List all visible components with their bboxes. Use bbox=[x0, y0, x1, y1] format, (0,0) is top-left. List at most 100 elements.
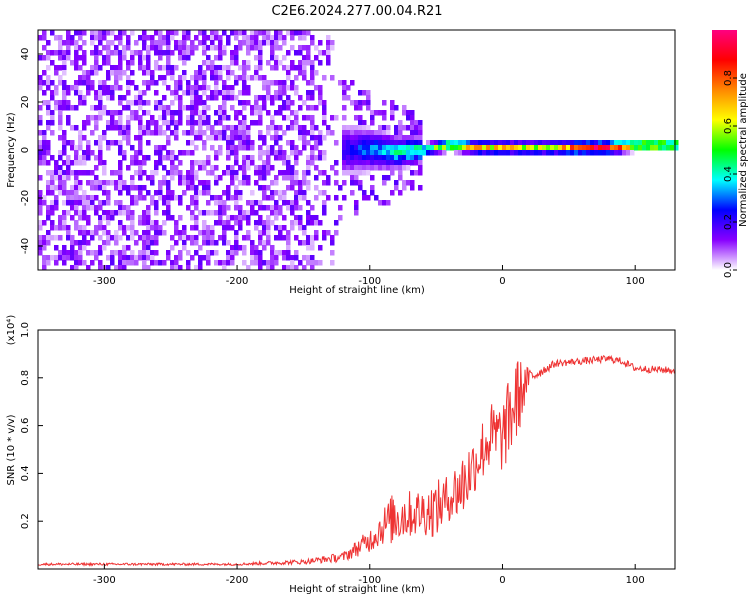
heatmap-cell bbox=[242, 155, 247, 161]
heatmap-cell bbox=[178, 55, 183, 61]
heatmap-cell bbox=[294, 115, 299, 121]
heatmap-cell bbox=[630, 145, 635, 151]
heatmap-cell bbox=[82, 70, 87, 76]
heatmap-cell bbox=[626, 140, 631, 146]
heatmap-cell bbox=[330, 250, 335, 256]
heatmap-cell bbox=[210, 145, 215, 151]
heatmap-cell bbox=[114, 80, 119, 86]
heatmap-cell bbox=[346, 130, 351, 136]
heatmap-cell bbox=[254, 180, 259, 186]
heatmap-cell bbox=[130, 55, 135, 61]
heatmap-cell bbox=[186, 185, 191, 191]
heatmap-cell bbox=[298, 220, 303, 226]
heatmap-cell bbox=[390, 170, 395, 176]
heatmap-cell bbox=[294, 75, 299, 81]
heatmap-cell bbox=[94, 255, 99, 261]
heatmap-cell bbox=[98, 35, 103, 41]
heatmap-cell bbox=[62, 105, 67, 111]
heatmap-cell bbox=[310, 235, 315, 241]
heatmap-cell bbox=[46, 205, 51, 211]
heatmap-cell bbox=[278, 30, 283, 36]
heatmap-cell bbox=[114, 45, 119, 51]
heatmap-cell bbox=[202, 40, 207, 46]
heatmap-cell bbox=[174, 125, 179, 131]
heatmap-cell bbox=[174, 30, 179, 36]
heatmap-cell bbox=[190, 195, 195, 201]
heatmap-cell bbox=[230, 125, 235, 131]
colorbar-tick-label: 0.4 bbox=[723, 166, 734, 182]
heatmap-cell bbox=[106, 210, 111, 216]
heatmap-cell bbox=[250, 260, 255, 266]
heatmap-cell bbox=[78, 30, 83, 36]
heatmap-cell bbox=[94, 175, 99, 181]
heatmap-cell bbox=[170, 215, 175, 221]
heatmap-cell bbox=[118, 225, 123, 231]
heatmap-cell bbox=[74, 210, 79, 216]
heatmap-cell bbox=[54, 245, 59, 251]
heatmap-cell bbox=[158, 260, 163, 266]
heatmap-cell bbox=[86, 200, 91, 206]
heatmap-cell bbox=[142, 70, 147, 76]
heatmap-cell bbox=[262, 185, 267, 191]
heatmap-cell bbox=[474, 140, 479, 146]
heatmap-cell bbox=[214, 150, 219, 156]
heatmap-cell bbox=[234, 125, 239, 131]
heatmap-cell bbox=[330, 75, 335, 81]
heatmap-cell bbox=[370, 150, 375, 156]
heatmap-cell bbox=[298, 125, 303, 131]
heatmap-cell bbox=[298, 105, 303, 111]
heatmap-cell bbox=[406, 110, 411, 116]
y-tick-label: 40 bbox=[20, 48, 31, 61]
heatmap-cell bbox=[42, 130, 47, 136]
heatmap-cell bbox=[278, 205, 283, 211]
heatmap-cell bbox=[194, 220, 199, 226]
heatmap-cell bbox=[470, 150, 475, 156]
heatmap-cell bbox=[370, 130, 375, 136]
heatmap-cell bbox=[214, 250, 219, 256]
heatmap-cell bbox=[290, 140, 295, 146]
heatmap-cell bbox=[246, 145, 251, 151]
heatmap-cell bbox=[266, 130, 271, 136]
heatmap-cell bbox=[226, 190, 231, 196]
heatmap-cell bbox=[322, 190, 327, 196]
heatmap-cell bbox=[146, 190, 151, 196]
heatmap-cell bbox=[50, 120, 55, 126]
heatmap-cell bbox=[42, 70, 47, 76]
heatmap-cell bbox=[206, 170, 211, 176]
heatmap-cell bbox=[194, 185, 199, 191]
heatmap-cell bbox=[510, 140, 515, 146]
heatmap-cell bbox=[178, 120, 183, 126]
heatmap-cell bbox=[130, 220, 135, 226]
heatmap-cell bbox=[306, 235, 311, 241]
heatmap-cell bbox=[202, 185, 207, 191]
heatmap-cell bbox=[182, 60, 187, 66]
x-tick-label: 100 bbox=[626, 276, 645, 287]
heatmap-cell bbox=[390, 115, 395, 121]
heatmap-cell bbox=[106, 140, 111, 146]
heatmap-cell bbox=[214, 110, 219, 116]
heatmap-cell bbox=[146, 235, 151, 241]
heatmap-cell bbox=[158, 180, 163, 186]
heatmap-cell bbox=[50, 255, 55, 261]
heatmap-cell bbox=[226, 75, 231, 81]
heatmap-cell bbox=[306, 260, 311, 266]
heatmap-cell bbox=[374, 135, 379, 141]
heatmap-cell bbox=[342, 165, 347, 171]
heatmap-cell bbox=[154, 145, 159, 151]
heatmap-cell bbox=[246, 220, 251, 226]
x-tick-label: -300 bbox=[93, 575, 116, 586]
heatmap-cell bbox=[54, 50, 59, 56]
heatmap-cell bbox=[106, 125, 111, 131]
heatmap-cell bbox=[46, 100, 51, 106]
heatmap-cell bbox=[566, 150, 571, 156]
heatmap-cell bbox=[382, 165, 387, 171]
heatmap-cell bbox=[266, 60, 271, 66]
heatmap-cell bbox=[218, 55, 223, 61]
heatmap-cell bbox=[246, 160, 251, 166]
heatmap-cell bbox=[66, 190, 71, 196]
heatmap-cell bbox=[94, 165, 99, 171]
heatmap-cell bbox=[98, 235, 103, 241]
heatmap-cell bbox=[298, 70, 303, 76]
heatmap-cell bbox=[462, 145, 467, 151]
heatmap-cell bbox=[218, 175, 223, 181]
